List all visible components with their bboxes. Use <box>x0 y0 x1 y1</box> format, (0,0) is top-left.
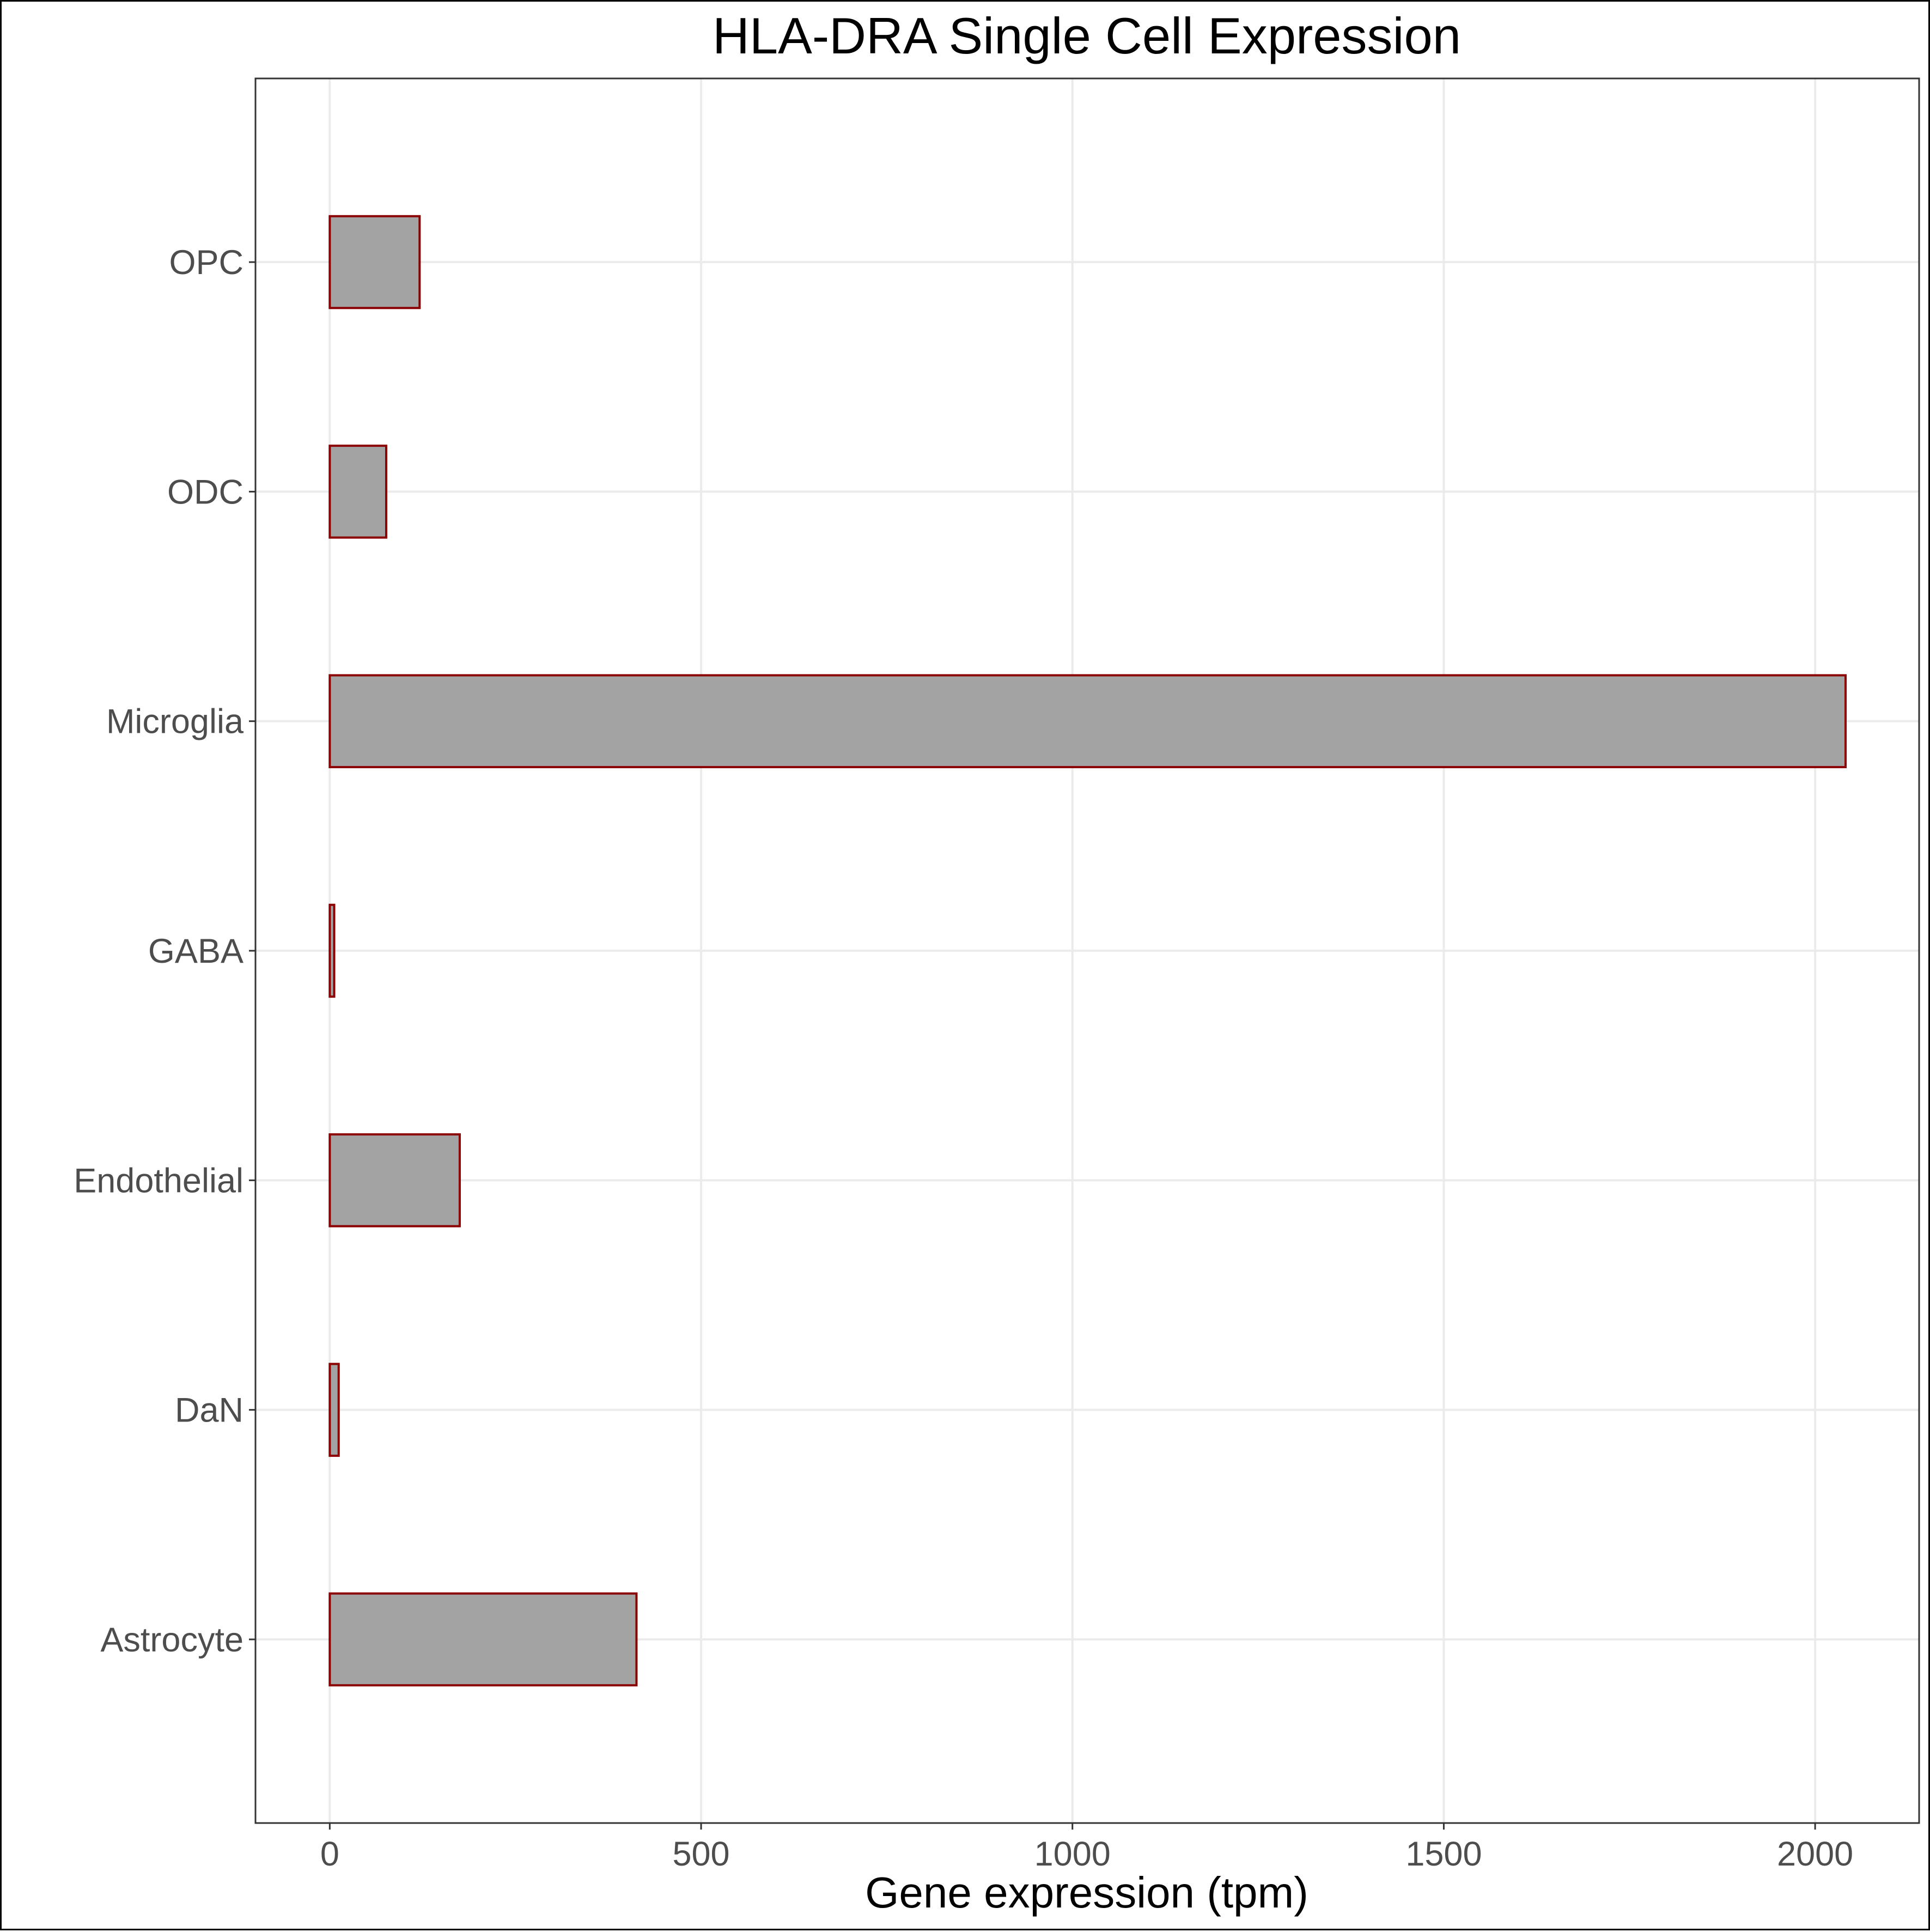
y-tick-label: DaN <box>175 1392 243 1430</box>
y-tick-label: Microglia <box>106 703 244 741</box>
y-tick-label: GABA <box>148 932 243 970</box>
grid-lines <box>255 78 1919 1823</box>
y-tick-label: OPC <box>169 244 243 282</box>
y-tick-label: Astrocyte <box>100 1621 243 1659</box>
x-tick-label: 1000 <box>1034 1835 1111 1873</box>
bar-odc <box>328 445 387 539</box>
y-tick-label: ODC <box>167 473 243 511</box>
bar-gaba <box>328 903 336 998</box>
bar-astrocyte <box>328 1592 638 1687</box>
x-tick-label: 0 <box>320 1835 339 1873</box>
x-tick-label: 2000 <box>1777 1835 1853 1873</box>
x-tick-label: 500 <box>672 1835 729 1873</box>
y-axis-ticks: Astrocyte DaN Endothelial GABA Microglia ODC O… <box>74 244 255 1659</box>
x-axis-ticks: 0 500 1000 1500 2000 <box>320 1823 1853 1873</box>
y-tick-label: Endothelial <box>74 1162 243 1200</box>
x-axis-title: Gene expression (tpm) <box>865 1868 1308 1917</box>
bars <box>328 215 1847 1687</box>
bar-opc <box>328 215 421 309</box>
x-tick-label: 1500 <box>1405 1835 1482 1873</box>
chart-title: HLA-DRA Single Cell Expression <box>713 7 1461 64</box>
bar-dan <box>328 1363 340 1457</box>
bar-microglia <box>328 674 1847 768</box>
bar-endothelial <box>328 1133 461 1228</box>
